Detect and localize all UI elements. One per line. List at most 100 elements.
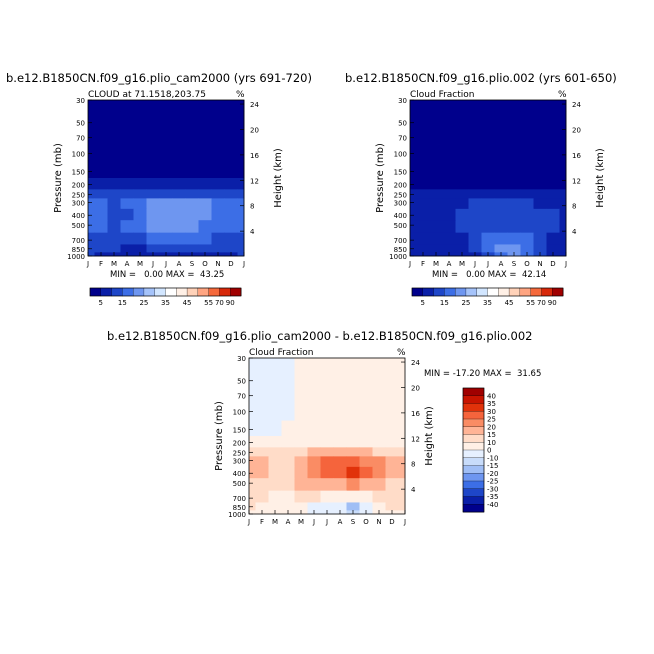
heatmap-cell — [307, 358, 321, 370]
heatmap-cell — [255, 447, 269, 457]
heatmap-cell — [533, 145, 547, 163]
heatmap-cell — [359, 502, 373, 511]
panel-1-subtitle: CLOUD at 71.1518,203.75 — [88, 90, 206, 100]
heatmap-cell — [255, 490, 269, 503]
heatmap-cell — [346, 456, 360, 468]
panel-2-subtitle: Cloud Fraction — [410, 90, 475, 100]
heatmap-cell — [429, 220, 443, 234]
month-tick-label: M — [137, 260, 143, 268]
pressure-tick-label: 200 — [233, 439, 246, 447]
colorbar-swatch — [519, 287, 532, 297]
heatmap-cell — [237, 162, 245, 179]
heatmap-cell — [507, 178, 521, 190]
heatmap-cell — [237, 244, 245, 253]
colorbar-label: 45 — [183, 299, 192, 307]
heatmap-cell — [249, 403, 256, 421]
heatmap-cell — [159, 198, 173, 210]
pressure-tick-label: 500 — [394, 222, 407, 230]
heatmap-cell — [410, 111, 417, 131]
heatmap-cell — [546, 100, 560, 112]
heatmap-cell — [546, 111, 560, 131]
heatmap-cell — [346, 490, 360, 503]
pressure-tick-label: 700 — [72, 237, 85, 245]
pressure-tick-label: 700 — [394, 237, 407, 245]
heatmap-cell — [372, 388, 386, 405]
pressure-tick-label: 50 — [76, 120, 85, 128]
heatmap-cell — [211, 100, 225, 112]
colorbar-swatch — [219, 287, 231, 297]
pressure-tick-label: 400 — [233, 470, 246, 478]
heatmap-cell — [507, 130, 521, 147]
heatmap-cell — [481, 162, 495, 179]
heatmap-cell — [398, 447, 406, 457]
colorbar-swatch — [165, 287, 177, 297]
heatmap-cell — [494, 178, 508, 190]
month-tick-label: D — [228, 260, 233, 268]
panel-2-ylabel: Pressure (mb) — [375, 143, 386, 213]
colorbar-label: -35 — [487, 493, 498, 501]
heatmap-cell — [320, 466, 334, 479]
heatmap-cell — [416, 130, 430, 147]
heatmap-cell — [455, 208, 469, 221]
heatmap-cell — [546, 220, 560, 234]
panel-1-heatmap — [88, 100, 245, 257]
heatmap-cell — [224, 244, 238, 253]
heatmap-cell — [255, 420, 269, 437]
heatmap-cell — [307, 403, 321, 421]
panel-3-subtitle: Cloud Fraction — [249, 348, 314, 358]
heatmap-cell — [468, 145, 482, 163]
heatmap-cell — [249, 478, 256, 492]
heatmap-cell — [224, 198, 238, 210]
heatmap-cell — [198, 178, 212, 190]
colorbar-label: 55 — [204, 299, 213, 307]
heatmap-cell — [546, 232, 560, 245]
heatmap-cell — [146, 208, 160, 221]
heatmap-cell — [249, 358, 256, 370]
heatmap-cell — [172, 198, 186, 210]
heatmap-cell — [249, 466, 256, 479]
month-tick-label: F — [99, 260, 103, 268]
heatmap-cell — [172, 111, 186, 131]
pressure-tick-label: 700 — [233, 495, 246, 503]
heatmap-cell — [185, 220, 199, 234]
heatmap-cell — [533, 130, 547, 147]
heatmap-cell — [359, 388, 373, 405]
heatmap-cell — [107, 232, 121, 245]
heatmap-cell — [416, 162, 430, 179]
heatmap-cell — [546, 208, 560, 221]
heatmap-cell — [320, 403, 334, 421]
heatmap-cell — [429, 130, 443, 147]
heatmap-cell — [88, 111, 95, 131]
pressure-tick-label: 70 — [237, 393, 246, 401]
height-tick-label: 4 — [250, 228, 255, 236]
heatmap-cell — [185, 130, 199, 147]
heatmap-cell — [455, 162, 469, 179]
pressure-tick-label: 70 — [76, 135, 85, 143]
heatmap-cell — [172, 244, 186, 253]
heatmap-cell — [185, 198, 199, 210]
pressure-tick-label: 850 — [394, 246, 407, 254]
heatmap-cell — [94, 162, 108, 179]
heatmap-cell — [333, 502, 347, 511]
heatmap-cell — [224, 208, 238, 221]
heatmap-cell — [107, 111, 121, 131]
heatmap-cell — [294, 447, 308, 457]
heatmap-cell — [398, 490, 406, 503]
heatmap-cell — [146, 220, 160, 234]
heatmap-cell — [268, 358, 282, 370]
heatmap-cell — [224, 220, 238, 234]
heatmap-cell — [94, 198, 108, 210]
panel-2-colorbar: 5 15 25 35 45 55 70 90 — [411, 287, 564, 307]
heatmap-cell — [398, 420, 406, 437]
heatmap-cell — [333, 466, 347, 479]
heatmap-cell — [146, 111, 160, 131]
heatmap-cell — [410, 178, 417, 190]
heatmap-cell — [372, 420, 386, 437]
heatmap-cell — [133, 162, 147, 179]
heatmap-cell — [333, 490, 347, 503]
heatmap-cell — [94, 232, 108, 245]
heatmap-cell — [481, 220, 495, 234]
heatmap-cell — [372, 403, 386, 421]
